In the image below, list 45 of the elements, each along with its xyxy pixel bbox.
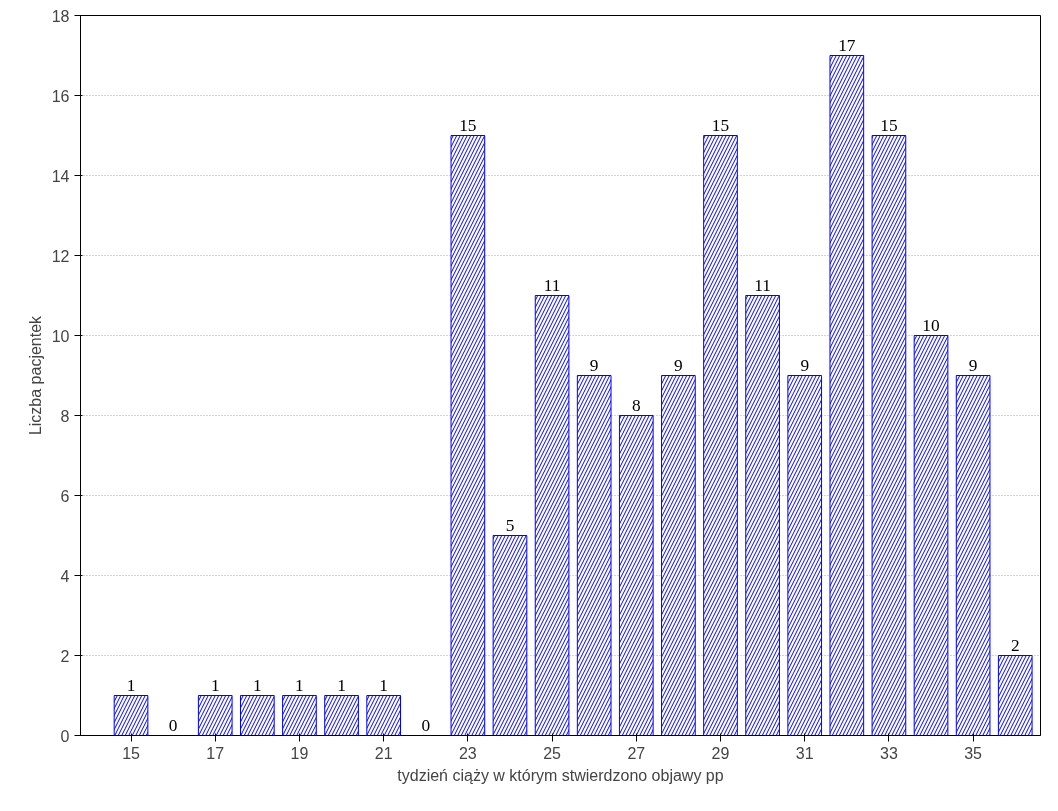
- x-tick-label: 17: [206, 744, 225, 762]
- y-tick-label: 18: [51, 7, 70, 25]
- data-label: 11: [543, 275, 561, 295]
- y-tick-label: 6: [60, 487, 70, 505]
- data-label: 1: [126, 675, 136, 695]
- data-label: 9: [800, 355, 810, 375]
- x-tick-label: 33: [880, 744, 898, 762]
- data-label: 1: [210, 675, 220, 695]
- y-tick-label: 12: [51, 247, 70, 265]
- y-tick-label: 4: [60, 567, 70, 585]
- data-label: 2: [1010, 635, 1020, 655]
- x-tick-label: 31: [795, 744, 814, 762]
- y-axis-title: Liczba pacjentek: [26, 314, 44, 436]
- data-label: 17: [838, 35, 856, 55]
- y-tick-label: 8: [60, 407, 70, 425]
- x-tick-label: 21: [374, 744, 393, 762]
- y-tick-label: 0: [60, 727, 70, 745]
- x-axis-title: tydzień ciąży w którym stwierdzono objawy pp: [397, 766, 724, 784]
- data-label: 15: [880, 115, 898, 135]
- x-tick-label: 35: [964, 744, 983, 762]
- y-tick-label: 14: [51, 167, 70, 185]
- x-tick-label: 29: [711, 744, 730, 762]
- y-tick-label: 10: [51, 327, 70, 345]
- data-label: 0: [168, 715, 178, 735]
- data-label: 1: [295, 675, 304, 695]
- x-tick-label: 23: [458, 744, 477, 762]
- x-tick-label: 25: [543, 744, 562, 762]
- x-tick-label: 27: [627, 744, 646, 762]
- data-label: 1: [379, 675, 388, 695]
- data-label: 5: [505, 515, 515, 535]
- x-tick-label: 19: [290, 744, 309, 762]
- data-label: 15: [711, 115, 730, 135]
- data-label: 9: [589, 355, 599, 375]
- data-label: 1: [337, 675, 346, 695]
- x-tick-label: 15: [122, 744, 141, 762]
- data-label: 11: [754, 275, 771, 295]
- data-label: 9: [674, 355, 683, 375]
- y-tick-label: 2: [60, 647, 70, 665]
- data-label: 15: [459, 115, 477, 135]
- data-label: 9: [968, 355, 978, 375]
- data-label: 0: [421, 715, 431, 735]
- y-tick-label: 16: [51, 87, 70, 105]
- data-label: 10: [922, 315, 940, 335]
- data-label: 1: [253, 675, 262, 695]
- data-label: 8: [631, 395, 641, 415]
